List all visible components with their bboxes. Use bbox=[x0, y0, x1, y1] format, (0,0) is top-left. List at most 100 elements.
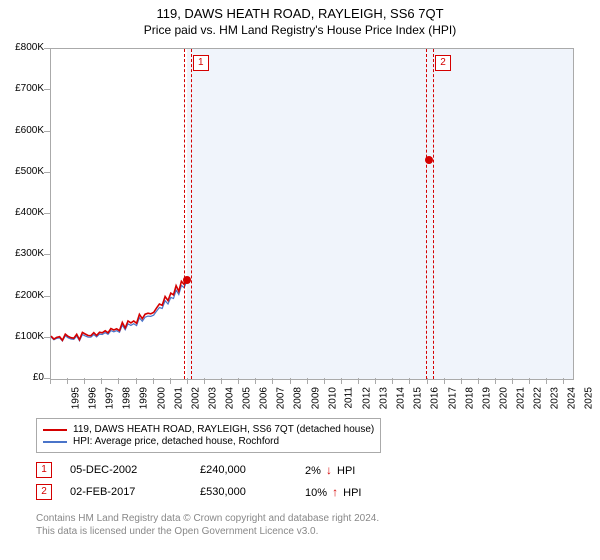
chart-subtitle: Price paid vs. HM Land Registry's House … bbox=[0, 21, 600, 37]
hpi-shade bbox=[187, 49, 573, 379]
xtick bbox=[67, 378, 68, 384]
xtick bbox=[392, 378, 393, 384]
legend: 119, DAWS HEATH ROAD, RAYLEIGH, SS6 7QT … bbox=[36, 418, 381, 453]
event-date: 02-FEB-2017 bbox=[70, 486, 200, 498]
ytick bbox=[44, 48, 50, 49]
ytick bbox=[44, 337, 50, 338]
event-row: 1 05-DEC-2002£240,0002% ↓ HPI bbox=[36, 462, 361, 478]
xtick-label: 2002 bbox=[190, 387, 201, 409]
xtick bbox=[118, 378, 119, 384]
xtick bbox=[563, 378, 564, 384]
xtick-label: 2017 bbox=[447, 387, 458, 409]
xtick-label: 2022 bbox=[532, 387, 543, 409]
event-number: 2 bbox=[36, 484, 52, 500]
ytick-label: £800K bbox=[4, 42, 44, 53]
footer-line-1: Contains HM Land Registry data © Crown c… bbox=[36, 512, 379, 525]
event-price: £240,000 bbox=[200, 464, 305, 476]
ytick-label: £300K bbox=[4, 248, 44, 259]
xtick-label: 2020 bbox=[498, 387, 509, 409]
xtick-label: 2001 bbox=[173, 387, 184, 409]
xtick-label: 2019 bbox=[481, 387, 492, 409]
ytick-label: £600K bbox=[4, 125, 44, 136]
ytick bbox=[44, 172, 50, 173]
ytick-label: £500K bbox=[4, 166, 44, 177]
ytick bbox=[44, 254, 50, 255]
xtick bbox=[512, 378, 513, 384]
xtick bbox=[529, 378, 530, 384]
xtick bbox=[136, 378, 137, 384]
xtick-label: 1996 bbox=[87, 387, 98, 409]
xtick-label: 2010 bbox=[327, 387, 338, 409]
xtick bbox=[204, 378, 205, 384]
xtick-label: 2024 bbox=[567, 387, 578, 409]
xtick bbox=[170, 378, 171, 384]
xtick bbox=[427, 378, 428, 384]
xtick bbox=[84, 378, 85, 384]
xtick bbox=[221, 378, 222, 384]
ytick bbox=[44, 213, 50, 214]
xtick-label: 2012 bbox=[361, 387, 372, 409]
xtick bbox=[307, 378, 308, 384]
chart-title-address: 119, DAWS HEATH ROAD, RAYLEIGH, SS6 7QT bbox=[0, 0, 600, 21]
xtick-label: 2014 bbox=[395, 387, 406, 409]
ytick-label: £0 bbox=[4, 372, 44, 383]
event-number: 1 bbox=[36, 462, 52, 478]
xtick-label: 1995 bbox=[70, 387, 81, 409]
event-price: £530,000 bbox=[200, 486, 305, 498]
xtick bbox=[101, 378, 102, 384]
xtick-label: 2000 bbox=[156, 387, 167, 409]
xtick bbox=[50, 378, 51, 384]
xtick bbox=[255, 378, 256, 384]
event-date: 05-DEC-2002 bbox=[70, 464, 200, 476]
sale-marker-2: 2 bbox=[435, 55, 451, 71]
xtick-label: 2025 bbox=[584, 387, 595, 409]
xtick-label: 2008 bbox=[293, 387, 304, 409]
xtick-label: 2011 bbox=[343, 387, 354, 409]
legend-label: HPI: Average price, detached house, Roch… bbox=[73, 436, 279, 447]
xtick bbox=[272, 378, 273, 384]
xtick bbox=[290, 378, 291, 384]
legend-item: 119, DAWS HEATH ROAD, RAYLEIGH, SS6 7QT … bbox=[43, 424, 374, 435]
sale-dot-1 bbox=[183, 276, 191, 284]
event-pct: 10% ↑ HPI bbox=[305, 485, 361, 499]
ytick-label: £400K bbox=[4, 207, 44, 218]
ytick bbox=[44, 89, 50, 90]
xtick-label: 2015 bbox=[413, 387, 424, 409]
xtick bbox=[324, 378, 325, 384]
xtick bbox=[461, 378, 462, 384]
legend-item: HPI: Average price, detached house, Roch… bbox=[43, 436, 374, 447]
chart-container: 119, DAWS HEATH ROAD, RAYLEIGH, SS6 7QT … bbox=[0, 0, 600, 560]
legend-label: 119, DAWS HEATH ROAD, RAYLEIGH, SS6 7QT … bbox=[73, 424, 374, 435]
xtick-label: 1998 bbox=[122, 387, 133, 409]
xtick-label: 2023 bbox=[549, 387, 560, 409]
xtick bbox=[358, 378, 359, 384]
xtick bbox=[153, 378, 154, 384]
xtick bbox=[546, 378, 547, 384]
footer-line-2: This data is licensed under the Open Gov… bbox=[36, 525, 379, 538]
ytick-label: £200K bbox=[4, 290, 44, 301]
xtick bbox=[409, 378, 410, 384]
ytick-label: £700K bbox=[4, 83, 44, 94]
xtick-label: 2009 bbox=[310, 387, 321, 409]
xtick-label: 2006 bbox=[259, 387, 270, 409]
sale-band-1 bbox=[184, 49, 192, 379]
sale-band-2 bbox=[426, 49, 434, 379]
sale-marker-1: 1 bbox=[193, 55, 209, 71]
xtick-label: 1997 bbox=[104, 387, 115, 409]
xtick bbox=[375, 378, 376, 384]
legend-swatch bbox=[43, 441, 67, 443]
xtick-label: 2021 bbox=[515, 387, 526, 409]
xtick bbox=[187, 378, 188, 384]
xtick bbox=[495, 378, 496, 384]
xtick-label: 2007 bbox=[276, 387, 287, 409]
xtick-label: 1999 bbox=[139, 387, 150, 409]
xtick bbox=[341, 378, 342, 384]
xtick bbox=[238, 378, 239, 384]
xtick-label: 2013 bbox=[378, 387, 389, 409]
license-footer: Contains HM Land Registry data © Crown c… bbox=[36, 512, 379, 538]
xtick bbox=[444, 378, 445, 384]
xtick-label: 2004 bbox=[224, 387, 235, 409]
plot-area: 12 bbox=[50, 48, 574, 380]
event-pct: 2% ↓ HPI bbox=[305, 463, 355, 477]
ytick bbox=[44, 296, 50, 297]
